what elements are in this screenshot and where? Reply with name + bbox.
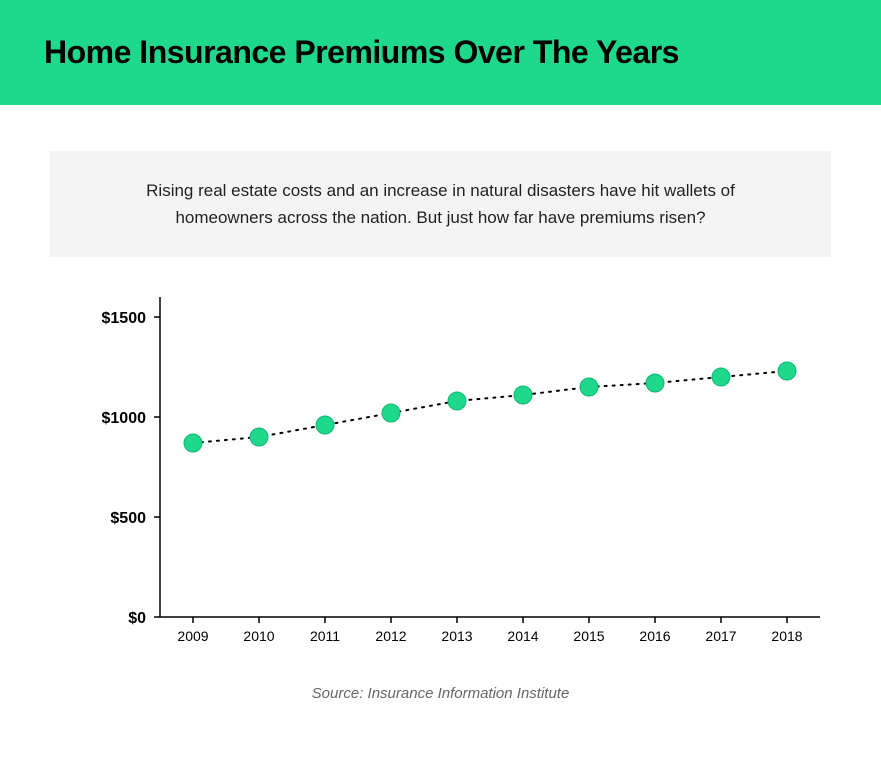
data-point xyxy=(184,434,202,452)
x-tick-label: 2010 xyxy=(243,628,274,644)
data-point xyxy=(580,378,598,396)
description-text: Rising real estate costs and an increase… xyxy=(146,181,735,227)
header-band: Home Insurance Premiums Over The Years xyxy=(0,0,881,105)
x-tick-label: 2012 xyxy=(375,628,406,644)
data-point xyxy=(646,374,664,392)
x-tick-label: 2011 xyxy=(310,628,340,644)
data-point xyxy=(712,368,730,386)
chart-svg: $0 $500 $1000 $1500 2009 2010 2011 2012 2013 2014… xyxy=(50,287,831,667)
source-text: Source: Insurance Information Institute xyxy=(312,685,570,702)
x-tick-label: 2013 xyxy=(441,628,472,644)
y-tick-label: $1000 xyxy=(102,410,147,427)
x-tick-label: 2016 xyxy=(639,628,670,644)
data-point xyxy=(778,362,796,380)
data-point xyxy=(514,386,532,404)
data-point xyxy=(250,428,268,446)
premiums-chart: $0 $500 $1000 $1500 2009 2010 2011 2012 2013 2014… xyxy=(50,287,831,667)
x-tick-label: 2015 xyxy=(573,628,604,644)
data-point xyxy=(448,392,466,410)
x-tick-label: 2018 xyxy=(771,628,802,644)
data-point xyxy=(316,416,334,434)
y-tick-label: $500 xyxy=(110,510,146,527)
data-point xyxy=(382,404,400,422)
x-tick-label: 2014 xyxy=(507,628,538,644)
x-tick-label: 2017 xyxy=(705,628,736,644)
y-tick-label: $1500 xyxy=(102,310,147,327)
y-tick-label: $0 xyxy=(128,610,146,627)
x-tick-label: 2009 xyxy=(177,628,208,644)
description-box: Rising real estate costs and an increase… xyxy=(50,151,831,257)
page-title: Home Insurance Premiums Over The Years xyxy=(44,34,837,71)
source-line: Source: Insurance Information Institute xyxy=(0,685,881,702)
series-line xyxy=(193,371,787,443)
